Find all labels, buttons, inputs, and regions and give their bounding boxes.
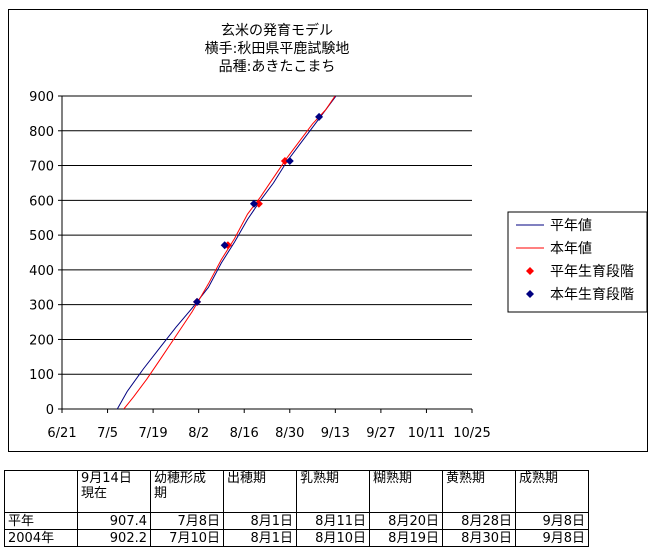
table-cell: 9月8日	[515, 512, 589, 530]
y-tick-label: 600	[29, 194, 54, 209]
table-row: 平年 907.4 7月8日 8月1日 8月11日 8月20日 8月28日 9月8日	[4, 512, 589, 530]
data-point-current-stage	[285, 157, 294, 166]
table-cell: 8月1日	[223, 512, 297, 530]
x-tick-label: 10/25	[453, 426, 490, 441]
table-header-cell: 出穂期	[223, 470, 297, 513]
data-point-normal-stage	[280, 157, 289, 166]
y-tick-label: 500	[29, 229, 54, 244]
y-tick-label: 0	[46, 403, 54, 418]
y-tick-label: 400	[29, 264, 54, 279]
chart-title-line: 品種:あきたこまち	[219, 59, 336, 75]
table-cell: 8月19日	[369, 529, 443, 547]
table-header-cell: 9月14日 現在	[77, 470, 151, 513]
table-cell: 8月1日	[223, 529, 297, 547]
table-header-cell: 黄熟期	[442, 470, 516, 513]
x-tick-label: 8/30	[275, 426, 304, 441]
table-cell: 7月10日	[150, 529, 224, 547]
legend-label: 本年値	[550, 241, 592, 257]
table-cell: 907.4	[77, 512, 151, 530]
table-cell: 8月11日	[296, 512, 370, 530]
x-tick-label: 8/16	[230, 426, 259, 441]
table-header-row: 9月14日 現在 幼穂形成期出穂期 乳熟期 糊熟期 黄熟期 成熟期	[4, 470, 589, 513]
data-point-current-stage	[315, 112, 324, 121]
y-tick-label: 300	[29, 299, 54, 314]
table-cell: 902.2	[77, 529, 151, 547]
table-row-label: 2004年	[4, 529, 78, 547]
series-line-normal	[116, 96, 337, 409]
data-point-current-stage	[220, 241, 229, 250]
legend-marker	[526, 290, 534, 298]
table-row-label: 平年	[4, 512, 78, 530]
legend-marker	[526, 267, 534, 275]
x-tick-label: 10/11	[408, 426, 445, 441]
table-row: 2004年 902.2 7月10日 8月1日 8月10日 8月19日 8月30日 9月8日	[4, 529, 589, 547]
x-tick-label: 7/5	[97, 426, 118, 441]
x-tick-label: 8/2	[188, 426, 209, 441]
data-point-normal-stage	[254, 199, 263, 208]
table-header-cell	[4, 470, 78, 513]
legend-label: 平年生育段階	[550, 264, 634, 280]
data-point-current-stage	[193, 297, 202, 306]
x-tick-label: 6/21	[47, 426, 76, 441]
table-cell: 8月20日	[369, 512, 443, 530]
legend-label: 平年値	[550, 218, 592, 234]
summary-table: 9月14日 現在 幼穂形成期出穂期 乳熟期 糊熟期 黄熟期 成熟期 平年 907.4 7月8日 8月…	[4, 470, 589, 547]
table-header-cell: 糊熟期	[369, 470, 443, 513]
table-cell: 7月8日	[150, 512, 224, 530]
y-tick-label: 700	[29, 160, 54, 175]
y-tick-label: 800	[29, 125, 54, 140]
series-line-current	[123, 96, 336, 409]
table-header-cell: 幼穂形成期	[150, 470, 224, 513]
table-cell: 9月8日	[515, 529, 589, 547]
table-header-cell: 乳熟期	[296, 470, 370, 513]
y-tick-label: 200	[29, 333, 54, 348]
data-point-current-stage	[249, 199, 258, 208]
y-tick-label: 100	[29, 368, 54, 383]
chart-title-line: 横手:秋田県平鹿試験地	[205, 40, 350, 57]
x-tick-label: 7/19	[139, 426, 168, 441]
x-tick-label: 9/13	[321, 426, 350, 441]
table-cell: 8月28日	[442, 512, 516, 530]
chart-title-line: 玄米の発育モデル	[221, 22, 333, 39]
table-header-cell: 成熟期	[515, 470, 589, 513]
table-cell: 8月10日	[296, 529, 370, 547]
legend-label: 本年生育段階	[550, 287, 634, 303]
table-cell: 8月30日	[442, 529, 516, 547]
chart-frame: 玄米の発育モデル 横手:秋田県平鹿試験地 品種:あきたこまち 0 100 200 300 40…	[8, 9, 648, 452]
x-tick-label: 9/27	[366, 426, 395, 441]
y-tick-label: 900	[29, 90, 54, 105]
